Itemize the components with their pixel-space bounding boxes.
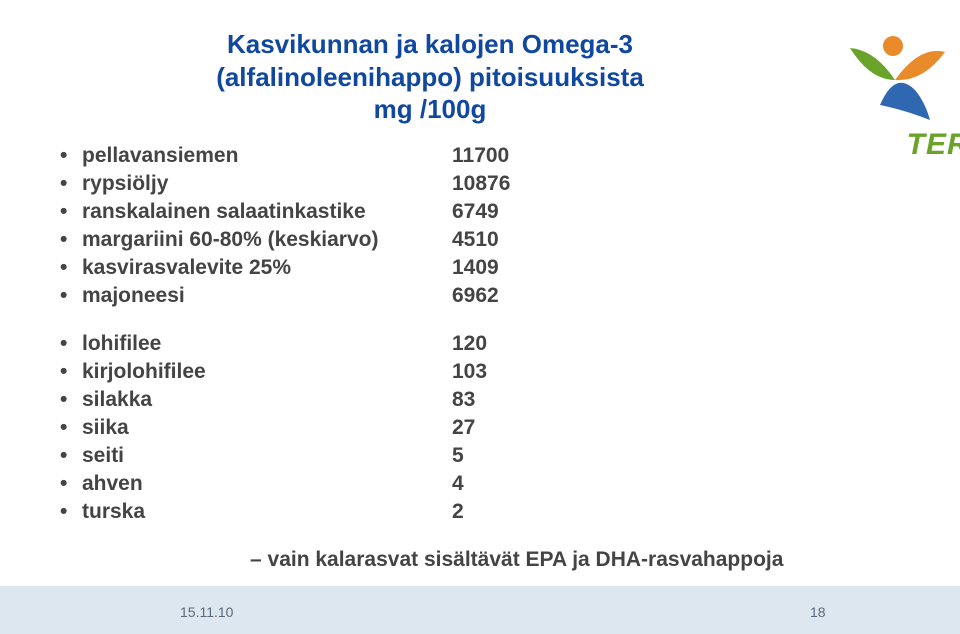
list-item: •siika27 — [60, 416, 910, 440]
item-value: 11700 — [452, 144, 509, 168]
item-label: kirjolohifilee — [82, 360, 452, 384]
bullet-icon: • — [60, 228, 82, 252]
item-label: seiti — [82, 444, 452, 468]
item-value: 83 — [452, 388, 475, 412]
bullet-icon: • — [60, 200, 82, 224]
item-value: 103 — [452, 360, 487, 384]
item-label: kasvirasvalevite 25% — [82, 256, 452, 280]
list-item: •kirjolohifilee103 — [60, 360, 910, 384]
list-item: •rypsiöljy10876 — [60, 172, 910, 196]
logo: TERVI — [830, 10, 960, 210]
page-number: 18 — [810, 604, 850, 620]
item-label: silakka — [82, 388, 452, 412]
bullet-icon: • — [60, 332, 82, 356]
item-label: rypsiöljy — [82, 172, 452, 196]
logo-text: TERVI — [907, 128, 960, 162]
item-label: ahven — [82, 472, 452, 496]
title-line1: Kasvikunnan ja kalojen Omega-3 — [227, 29, 633, 59]
list-item: •turska2 — [60, 500, 910, 524]
item-value: 5 — [452, 444, 464, 468]
item-value: 6962 — [452, 284, 499, 308]
bullet-icon: • — [60, 360, 82, 384]
list-item: •silakka83 — [60, 388, 910, 412]
bullet-icon: • — [60, 256, 82, 280]
item-label: siika — [82, 416, 452, 440]
list-item: •ahven4 — [60, 472, 910, 496]
item-value: 4510 — [452, 228, 499, 252]
item-value: 2 — [452, 500, 464, 524]
item-value: 120 — [452, 332, 487, 356]
item-label: pellavansiemen — [82, 144, 452, 168]
bullet-icon: • — [60, 144, 82, 168]
list-item: •pellavansiemen11700 — [60, 144, 910, 168]
list-item: •kasvirasvalevite 25%1409 — [60, 256, 910, 280]
item-value: 6749 — [452, 200, 499, 224]
item-label: margariini 60-80% (keskiarvo) — [82, 228, 452, 252]
page-title: Kasvikunnan ja kalojen Omega-3 (alfalino… — [150, 28, 710, 126]
item-label: ranskalainen salaatinkastike — [82, 200, 452, 224]
item-label: lohifilee — [82, 332, 452, 356]
bullet-icon: • — [60, 444, 82, 468]
plant-list: •pellavansiemen11700 •rypsiöljy10876 •ra… — [60, 144, 910, 308]
list-item: •lohifilee120 — [60, 332, 910, 356]
list-item: •seiti5 — [60, 444, 910, 468]
item-value: 4 — [452, 472, 464, 496]
item-value: 1409 — [452, 256, 499, 280]
footer-date: 15.11.10 — [180, 604, 233, 620]
logo-icon — [830, 10, 960, 130]
bullet-icon: • — [60, 416, 82, 440]
title-line2: (alfalinoleenihappo) pitoisuuksista — [216, 62, 644, 92]
bullet-icon: • — [60, 284, 82, 308]
title-line3: mg /100g — [374, 94, 487, 124]
list-item: •ranskalainen salaatinkastike6749 — [60, 200, 910, 224]
bullet-icon: • — [60, 172, 82, 196]
item-value: 10876 — [452, 172, 510, 196]
item-value: 27 — [452, 416, 475, 440]
list-item: •majoneesi6962 — [60, 284, 910, 308]
bullet-icon: • — [60, 500, 82, 524]
item-label: turska — [82, 500, 452, 524]
footnote: – vain kalarasvat sisältävät EPA ja DHA-… — [60, 548, 910, 572]
list-item: •margariini 60-80% (keskiarvo)4510 — [60, 228, 910, 252]
bullet-icon: • — [60, 472, 82, 496]
item-label: majoneesi — [82, 284, 452, 308]
bullet-icon: • — [60, 388, 82, 412]
fish-list: •lohifilee120 •kirjolohifilee103 •silakk… — [60, 332, 910, 524]
